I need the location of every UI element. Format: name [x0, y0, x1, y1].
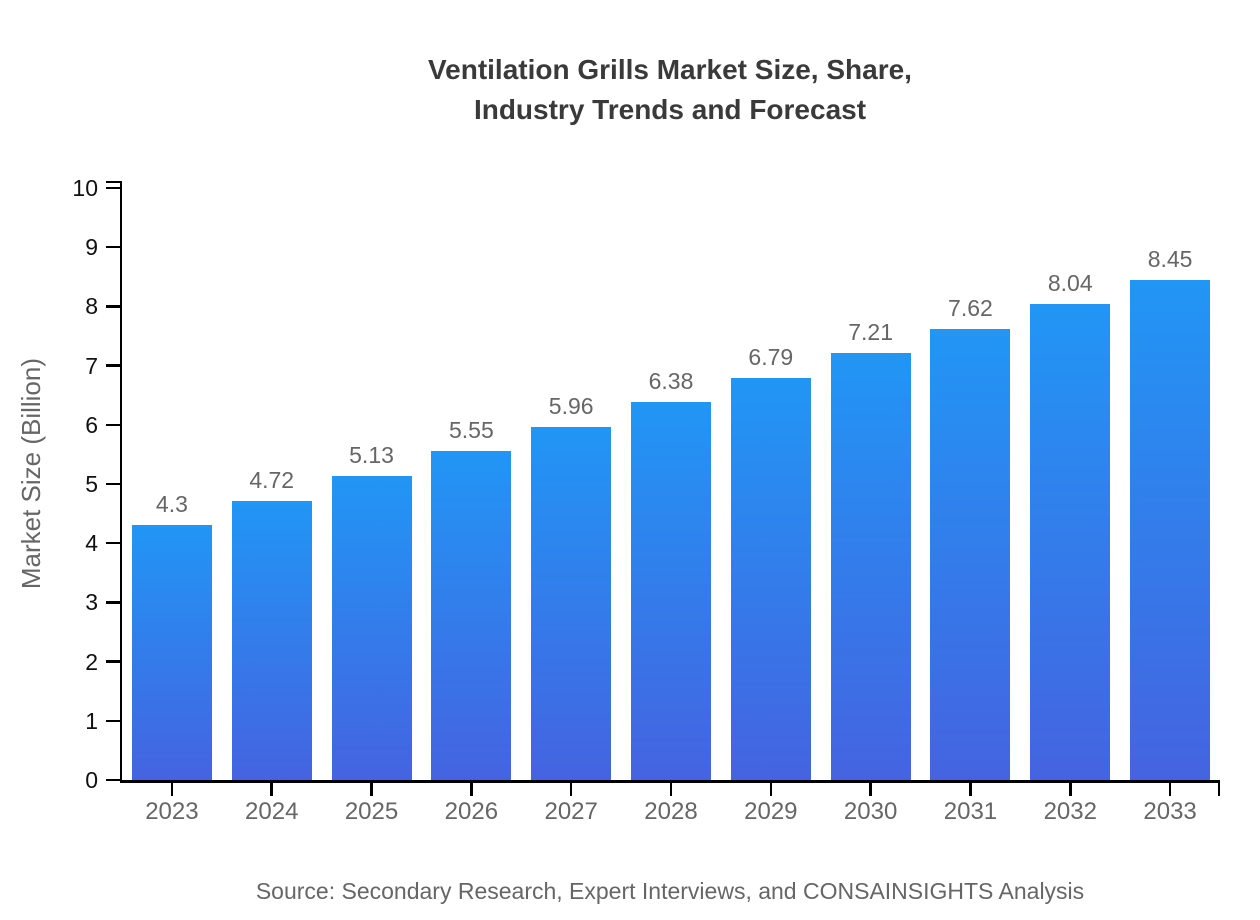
bar-2028	[630, 402, 711, 780]
y-tick-9	[105, 245, 122, 249]
bar-slot-2028: 6.38	[621, 188, 721, 780]
x-tick-label-2025: 2025	[344, 798, 399, 825]
plot-area: 0 1 2 3 4 5 6 7 8 9 10 2023 2024 2025 2026 2027 2028 2029…	[72, 175, 1220, 825]
x-tick-2024	[270, 782, 273, 796]
y-tick-label-10: 10	[72, 175, 98, 201]
bar-slot-2024: 4.72	[222, 188, 322, 780]
y-tick-label-0: 0	[85, 767, 98, 793]
x-tick-label-2026: 2026	[444, 798, 499, 825]
y-tick-0	[105, 778, 122, 782]
bar-slot-2031: 7.62	[921, 188, 1021, 780]
x-tick-2030	[869, 782, 872, 796]
x-tick-label-2029: 2029	[744, 798, 798, 825]
bar-slot-2027: 5.96	[521, 188, 621, 780]
bar-value-2023: 4.3	[155, 491, 188, 518]
y-tick-1	[105, 719, 122, 723]
bar-value-2032: 8.04	[1047, 270, 1093, 297]
x-tick-2029	[769, 782, 773, 796]
x-tick-label-2031: 2031	[943, 798, 998, 825]
y-axis-title: Market Size (Billion)	[16, 358, 46, 590]
y-tick-7	[105, 364, 122, 367]
bar-slot-2023: 4.3	[122, 188, 222, 780]
bar-2030	[830, 353, 911, 780]
y-tick-10	[105, 186, 122, 190]
x-tick-label-2023: 2023	[145, 798, 199, 825]
bar-slot-2030: 7.21	[821, 188, 921, 780]
bar-value-2029: 6.79	[748, 344, 794, 371]
bar-value-2033: 8.45	[1147, 245, 1193, 272]
bar-2031	[930, 328, 1011, 780]
bar-2029	[730, 378, 811, 780]
y-tick-4	[105, 541, 122, 545]
y-axis-line	[119, 181, 122, 783]
x-tick-2027	[569, 782, 573, 796]
y-tick-label-6: 6	[85, 411, 98, 438]
bar-2026	[431, 451, 512, 780]
x-tick-2031	[969, 782, 972, 796]
chart-title-line-2: Industry Trends and Forecast	[473, 94, 867, 125]
y-tick-label-1: 1	[85, 707, 98, 734]
chart-title: Ventilation Grills Market Size, Share, I…	[80, 50, 1260, 130]
x-tick-label-2033: 2033	[1143, 798, 1197, 825]
y-tick-label-5: 5	[85, 471, 98, 497]
bar-value-2025: 5.13	[349, 442, 394, 469]
bar-2023	[131, 525, 212, 780]
y-tick-label-9: 9	[85, 234, 98, 261]
x-tick-label-2027: 2027	[544, 798, 598, 825]
bar-slot-2033: 8.45	[1120, 188, 1220, 780]
y-tick-2	[105, 660, 122, 663]
bar-slot-2025: 5.13	[322, 188, 422, 780]
x-tick-2028	[669, 782, 673, 796]
chart-title-line-1: Ventilation Grills Market Size, Share,	[428, 54, 912, 85]
x-tick-label-2030: 2030	[843, 798, 898, 825]
x-axis-line	[119, 780, 1220, 783]
y-tick-6	[105, 423, 122, 427]
x-tick-2025	[370, 782, 373, 796]
bar-2033	[1130, 279, 1211, 780]
bar-value-2031: 7.62	[948, 294, 993, 321]
y-tick-3	[105, 601, 122, 604]
y-tick-label-7: 7	[85, 352, 98, 379]
y-tick-5	[105, 482, 122, 486]
bar-value-2028: 6.38	[648, 368, 694, 395]
bar-2027	[531, 427, 612, 780]
x-tick-2032	[1069, 782, 1072, 796]
x-tick-label-2028: 2028	[644, 798, 698, 825]
x-tick-2033	[1168, 782, 1172, 796]
bar-2025	[331, 476, 412, 780]
bar-value-2027: 5.96	[548, 393, 594, 420]
x-tick-2023	[170, 782, 174, 796]
x-tick-2026	[470, 782, 473, 796]
bar-value-2030: 7.21	[848, 319, 893, 346]
x-tick-label-2032: 2032	[1043, 798, 1097, 825]
bar-value-2024: 4.72	[249, 466, 295, 493]
bar-slot-2029: 6.79	[721, 188, 821, 780]
bar-slot-2026: 5.55	[421, 188, 521, 780]
y-tick-label-3: 3	[85, 589, 98, 616]
bar-value-2026: 5.55	[448, 417, 494, 444]
x-tick-label-2024: 2024	[245, 798, 299, 825]
y-tick-label-8: 8	[85, 293, 98, 320]
y-tick-label-4: 4	[85, 530, 98, 557]
y-axis-end-tick	[105, 180, 122, 184]
y-tick-8	[105, 305, 122, 308]
source-text: Source: Secondary Research, Expert Inter…	[255, 878, 1085, 904]
bar-2024	[231, 500, 312, 780]
x-axis-end-tick	[1217, 782, 1220, 796]
bar-2032	[1030, 304, 1111, 780]
y-tick-label-2: 2	[85, 648, 98, 675]
bar-slot-2032: 8.04	[1020, 188, 1120, 780]
